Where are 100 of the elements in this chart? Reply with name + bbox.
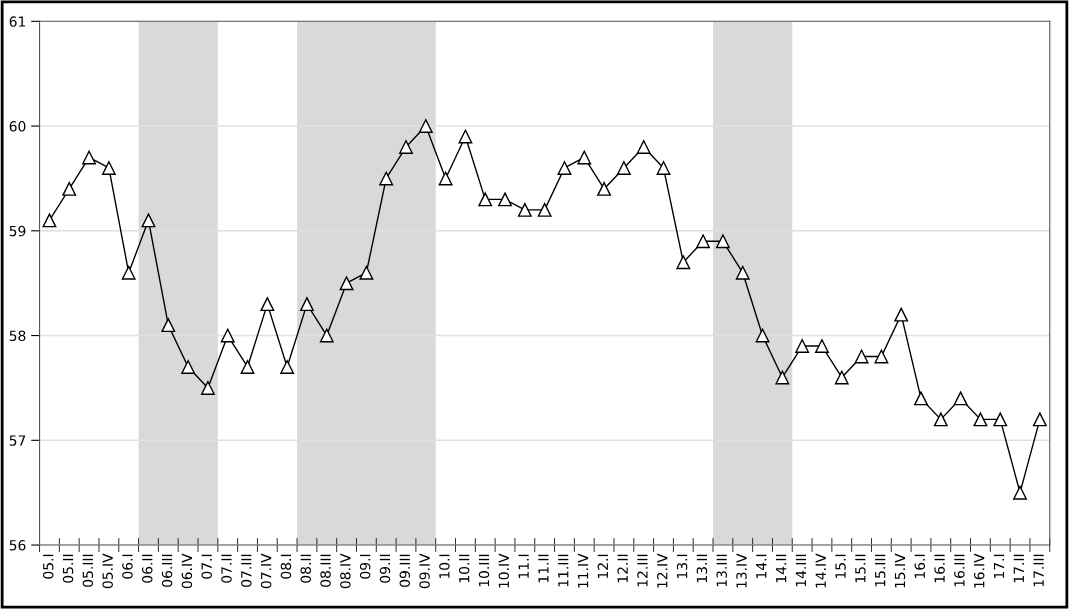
point [359, 265, 374, 280]
x-tick-label: 09.III [399, 554, 411, 587]
point [181, 360, 196, 374]
x-tick-label: 13.IV [736, 553, 747, 588]
y-tick-label: 57 [9, 435, 26, 446]
x-tick-label: 14.II [776, 554, 787, 583]
point [676, 255, 691, 270]
x-tick-label: 09.IV [419, 553, 430, 589]
point [42, 213, 57, 228]
x-tick-label: 10.I [439, 554, 450, 579]
x-tick-label: 05.I [42, 554, 54, 579]
point [656, 161, 671, 175]
x-tick-label: 06.I [122, 554, 133, 579]
x-tick-label: 17.II [1013, 554, 1024, 583]
x-tick-label: 15.IV [894, 553, 906, 588]
x-tick-label: 07.I [201, 554, 212, 579]
x-tick-label: 14.IV [815, 553, 826, 588]
x-tick-label: 10.IV [498, 553, 510, 588]
point [894, 307, 909, 322]
x-tick-label: 07.II [221, 554, 232, 583]
x-tick-label: 11.II [538, 554, 549, 583]
x-tick-label: 06.III [161, 554, 173, 587]
point [280, 360, 295, 374]
y-tick-label: 59 [9, 225, 26, 237]
x-tick-label: 08.II [300, 554, 311, 583]
x-tick-label: 11.I [518, 554, 529, 579]
x-tick-label: 08.I [280, 554, 292, 579]
point [399, 140, 413, 154]
x-tick-label: 15.II [855, 554, 866, 583]
point [973, 412, 988, 427]
point [240, 360, 255, 374]
point [834, 370, 849, 385]
point [616, 161, 631, 175]
point [141, 213, 156, 228]
x-tick-label: 11.III [558, 554, 569, 587]
x-tick-label: 11.IV [577, 553, 589, 588]
point [775, 370, 790, 385]
point [438, 171, 453, 186]
point [379, 171, 394, 186]
x-tick-label: 16.IV [973, 553, 985, 588]
point [220, 328, 235, 343]
x-tick-label: 13.III [716, 554, 727, 587]
point [597, 181, 612, 196]
x-tick-label: 12.IV [657, 553, 668, 588]
point [161, 318, 176, 333]
point [577, 150, 592, 165]
point [1032, 412, 1047, 427]
point [557, 161, 572, 175]
point [537, 202, 552, 217]
point [82, 150, 97, 165]
x-tick-label: 12.III [637, 554, 648, 587]
point [101, 161, 116, 175]
x-tick-label: 16.II [934, 554, 945, 583]
point [854, 349, 869, 364]
point [62, 181, 77, 196]
x-tick-label: 16.III [954, 554, 965, 587]
point [498, 192, 512, 207]
x-tick-label: 10.II [458, 554, 470, 583]
point [933, 412, 948, 427]
x-tick-label: 10.III [478, 554, 490, 587]
x-tick-label: 17.III [1033, 554, 1044, 587]
point [300, 297, 314, 312]
point [755, 328, 770, 343]
x-tick-label: 14.I [756, 554, 767, 579]
point [993, 412, 1008, 427]
point [953, 391, 968, 406]
point [874, 349, 889, 364]
point [636, 140, 651, 154]
point [1013, 485, 1027, 500]
point [478, 192, 493, 207]
x-tick-label: 05.III [82, 554, 94, 587]
y-tick-label: 58 [9, 330, 26, 342]
x-tick-label: 06.IV [181, 553, 193, 589]
point [795, 339, 810, 353]
point [418, 119, 433, 134]
point [200, 380, 215, 395]
x-tick-label: 07.III [241, 554, 252, 587]
point [715, 234, 730, 249]
y-tick-label: 56 [9, 540, 26, 551]
point [815, 339, 829, 353]
point [339, 276, 354, 291]
y-tick-label: 60 [9, 121, 26, 132]
x-tick-label: 14.III [795, 554, 806, 587]
x-tick-label: 15.III [875, 554, 886, 587]
x-tick-label: 08.III [320, 554, 331, 587]
point [121, 265, 136, 280]
y-tick-label: 61 [9, 16, 26, 27]
x-tick-label: 12.II [617, 554, 628, 583]
x-tick-label: 05.II [62, 554, 74, 583]
point [914, 391, 928, 406]
x-tick-label: 13.II [696, 554, 708, 583]
x-tick-label: 08.IV [340, 553, 351, 589]
x-tick-label: 16.I [914, 554, 926, 579]
point [260, 297, 275, 312]
point [735, 265, 750, 280]
x-tick-label: 09.I [359, 554, 371, 579]
x-tick-label: 05.IV [102, 553, 113, 589]
x-tick-label: 17.I [993, 554, 1005, 579]
x-tick-label: 07.IV [260, 553, 272, 589]
x-tick-label: 09.II [379, 554, 391, 583]
